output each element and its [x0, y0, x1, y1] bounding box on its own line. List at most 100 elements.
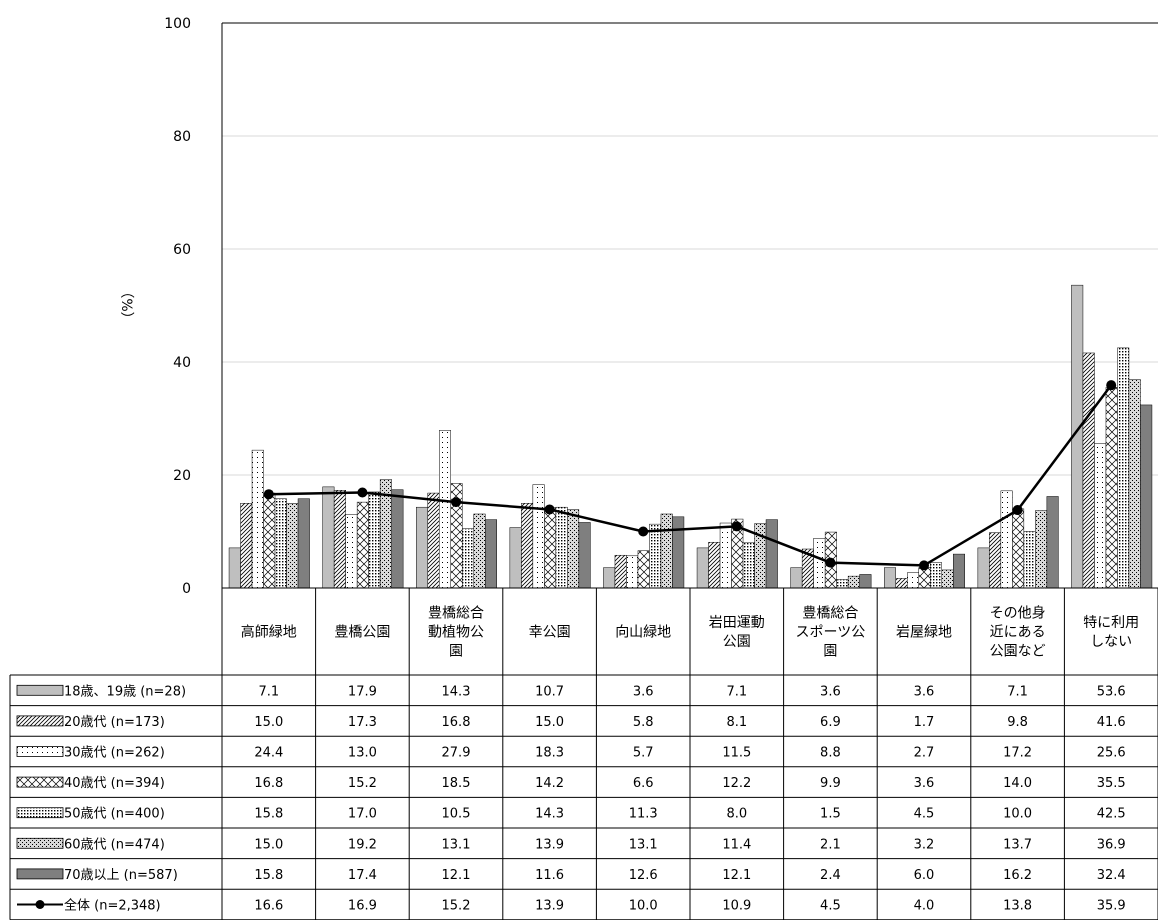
bar-1-5: [603, 567, 616, 589]
bar-5-10: [1117, 347, 1130, 589]
bar-5-2: [368, 491, 381, 589]
overall-marker-1: [263, 489, 274, 500]
bar-7-6: [765, 519, 778, 589]
table-cell: 42.5: [1097, 807, 1126, 822]
category-label-7: スポーツ公: [796, 625, 866, 641]
legend-key-3: [16, 746, 64, 757]
table-cell: 3.2: [914, 837, 935, 852]
bar-5-1: [274, 498, 287, 589]
bar-7-7: [859, 574, 872, 589]
table-cell: 18.3: [535, 746, 564, 761]
y-tick-label: 60: [173, 242, 191, 258]
bar-7-9: [1046, 496, 1059, 589]
table-cell: 9.9: [820, 776, 841, 791]
table-cell: 16.6: [254, 899, 283, 914]
category-label-4: 幸公園: [529, 625, 571, 641]
table-cell: 10.0: [629, 899, 658, 914]
table-cell: 17.0: [348, 807, 377, 822]
table-cell: 12.1: [722, 868, 751, 883]
bar-6-5: [660, 513, 673, 589]
table-cell: 5.8: [633, 715, 654, 730]
bar-7-3: [485, 519, 497, 589]
bar-3-10: [1094, 443, 1107, 589]
y-axis-unit: （%）: [118, 284, 134, 325]
table-cell: 8.8: [820, 746, 841, 761]
table-cell: 36.9: [1097, 837, 1126, 852]
table-cell: 13.8: [1003, 899, 1032, 914]
table-cell: 13.1: [442, 837, 471, 852]
bar-4-5: [637, 550, 650, 589]
table-cell: 10.7: [535, 684, 564, 699]
bar-7-5: [672, 516, 685, 589]
bar-6-3: [473, 513, 486, 589]
overall-marker-4: [544, 504, 555, 515]
legend-label-4: 40歳代 (n=394): [64, 776, 165, 791]
category-label-10: 特に利用: [1083, 615, 1139, 631]
table-cell: 7.1: [726, 684, 747, 699]
table-cell: 8.0: [726, 807, 747, 822]
bar-2-3: [427, 492, 440, 589]
bar-6-10: [1128, 379, 1141, 589]
bar-6-7: [847, 575, 860, 589]
category-label-9: 近にある: [990, 625, 1046, 641]
category-label-6: 岩田運動: [709, 615, 765, 631]
category-label-9: 公園など: [990, 644, 1046, 660]
legend-label-6: 60歳代 (n=474): [64, 837, 165, 852]
table-cell: 17.9: [348, 684, 377, 699]
bar-1-6: [696, 547, 709, 589]
category-label-6: 公園: [723, 634, 751, 650]
legend-label-1: 18歳、19歳 (n=28): [64, 684, 186, 699]
bar-1-8: [884, 567, 896, 589]
bar-4-1: [263, 492, 276, 589]
bar-5-5: [649, 523, 662, 589]
legend-key-2: [16, 715, 64, 727]
table-cell: 16.2: [1003, 868, 1032, 883]
table-cell: 13.7: [1003, 837, 1032, 852]
bar-6-9: [1035, 510, 1048, 589]
table-cell: 4.5: [820, 899, 841, 914]
table-cell: 17.3: [348, 715, 377, 730]
table-cell: 1.7: [914, 715, 935, 730]
bar-7-4: [578, 522, 591, 589]
bar-2-4: [521, 503, 534, 589]
table-cell: 4.0: [914, 899, 935, 914]
table-cell: 7.1: [258, 684, 279, 699]
table-cell: 10.5: [442, 807, 471, 822]
table-cell: 11.6: [535, 868, 564, 883]
overall-marker-6: [731, 521, 742, 532]
table-cell: 35.5: [1097, 776, 1126, 791]
table-cell: 15.0: [535, 715, 564, 730]
category-label-3: 豊橋総合: [428, 606, 484, 622]
table-cell: 4.5: [914, 807, 935, 822]
bar-7-2: [391, 489, 404, 589]
overall-marker-9: [1012, 505, 1023, 516]
bar-1-7: [790, 567, 803, 589]
table-cell: 8.1: [726, 715, 747, 730]
table-cell: 2.1: [820, 837, 841, 852]
category-label-5: 向山緑地: [615, 625, 671, 641]
table-cell: 3.6: [820, 684, 841, 699]
table-cell: 6.6: [633, 776, 654, 791]
category-label-8: 岩屋緑地: [896, 625, 952, 641]
bar-5-8: [930, 562, 942, 589]
y-tick-label: 20: [173, 468, 191, 484]
legend-label-5: 50歳代 (n=400): [64, 807, 165, 822]
bar-7-10: [1140, 404, 1153, 589]
bar-3-6: [719, 522, 732, 589]
bar-3-9: [1000, 490, 1013, 589]
bar-3-7: [813, 538, 826, 589]
bar-3-3: [439, 430, 451, 589]
bar-6-1: [286, 503, 299, 589]
table-cell: 3.6: [914, 776, 935, 791]
table-cell: 6.9: [820, 715, 841, 730]
category-label-1: 高師緑地: [241, 624, 297, 641]
table-cell: 15.0: [254, 837, 283, 852]
table-cell: 1.5: [820, 807, 841, 822]
table-cell: 14.3: [442, 684, 471, 699]
table-cell: 10.9: [722, 899, 751, 914]
y-tick-label: 80: [173, 129, 191, 145]
category-label-2: 豊橋公園: [334, 625, 390, 641]
table-cell: 12.2: [722, 776, 751, 791]
table-cell: 14.2: [535, 776, 564, 791]
table-cell: 15.2: [348, 776, 377, 791]
